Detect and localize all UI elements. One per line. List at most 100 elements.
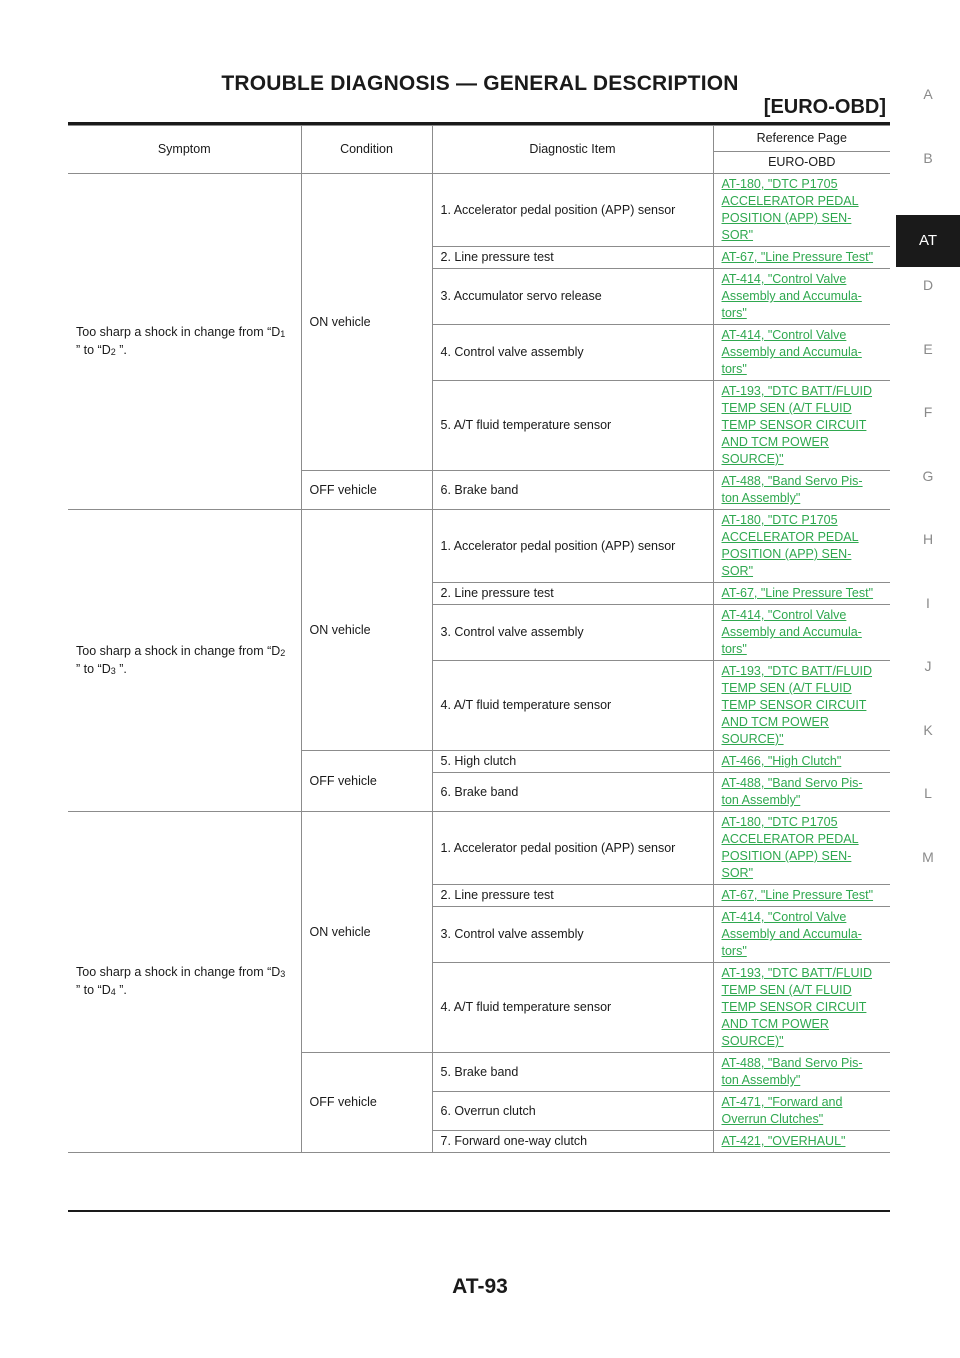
reference-cell: AT-466, "High Clutch" (712, 750, 890, 773)
condition-cell: ON vehicle (300, 173, 433, 471)
reference-link[interactable]: AT-193, "DTC BATT/FLUID (721, 966, 873, 980)
gear-position-number: 3 (110, 665, 116, 676)
reference-link[interactable]: AT-421, "OVERHAUL" (721, 1134, 846, 1148)
reference-link[interactable]: AT-193, "DTC BATT/FLUID (721, 384, 873, 398)
symptom-text: ”. (115, 342, 127, 357)
reference-link[interactable]: ACCELERATOR PEDAL (721, 530, 859, 544)
footer-rule (68, 1210, 890, 1212)
reference-cell: AT-180, "DTC P1705 ACCELERATOR PEDAL POS… (712, 811, 890, 885)
side-tab-e[interactable]: E (923, 340, 933, 357)
gear-position-number: 4 (110, 987, 116, 997)
reference-link[interactable]: POSITION (APP) SEN- (721, 547, 852, 561)
reference-link[interactable]: AT-488, "Band Servo Pis- (721, 1056, 863, 1070)
header-rule (68, 122, 890, 125)
gear-position-number: 2 (110, 346, 116, 357)
reference-link[interactable]: AT-414, "Control Valve (721, 608, 847, 622)
reference-link[interactable]: tors" (721, 944, 747, 958)
reference-link[interactable]: tors" (721, 362, 747, 376)
symptom-text: ”. (115, 983, 127, 997)
page-title: TROUBLE DIAGNOSIS — GENERAL DESCRIPTION (221, 72, 739, 95)
reference-cell: AT-414, "Control Valve Assembly and Accu… (712, 268, 890, 325)
reference-link[interactable]: AT-488, "Band Servo Pis- (721, 776, 863, 790)
reference-link[interactable]: AT-180, "DTC P1705 (721, 513, 838, 527)
side-tab-d[interactable]: D (922, 277, 934, 293)
diagnostic-item-cell: 4. Control valve assembly (432, 324, 714, 381)
side-tab-a[interactable]: A (923, 86, 933, 102)
reference-link[interactable]: Assembly and Accumula- (721, 927, 862, 941)
reference-link[interactable]: AT-67, "Line Pressure Test" (721, 888, 874, 902)
reference-cell: AT-67, "Line Pressure Test" (712, 884, 890, 907)
reference-link[interactable]: Assembly and Accumula- (721, 345, 862, 359)
side-tab-j[interactable]: J (924, 658, 932, 674)
table-row: 6. Overrun clutch AT-471, "Forward and Ov… (68, 1091, 890, 1131)
reference-link[interactable]: AT-180, "DTC P1705 (721, 815, 838, 829)
side-tab-at[interactable]: AT (896, 215, 960, 267)
reference-link[interactable]: Overrun Clutches" (721, 1112, 824, 1126)
reference-link[interactable]: SOURCE)" (721, 732, 784, 746)
side-tab-m[interactable]: M (922, 848, 934, 865)
reference-link[interactable]: ton Assembly" (721, 491, 801, 505)
reference-link[interactable]: AT-193, "DTC BATT/FLUID (721, 664, 873, 678)
reference-link[interactable]: POSITION (APP) SEN- (721, 211, 852, 225)
reference-link[interactable]: SOR" (721, 228, 754, 242)
section-label: [EURO-OBD] (763, 96, 886, 118)
reference-link[interactable]: AT-414, "Control Valve (721, 272, 847, 286)
symptom-text: ”. (115, 661, 127, 676)
table-row: 3. Accumulator servo release AT-414, "Con… (68, 268, 890, 325)
table-row: 3. Control valve assembly AT-414, "Contro… (68, 604, 890, 661)
reference-link[interactable]: AT-488, "Band Servo Pis- (721, 474, 863, 488)
reference-link[interactable]: TEMP SEN (A/T FLUID (721, 681, 852, 695)
reference-link[interactable]: TEMP SEN (A/T FLUID (721, 983, 852, 997)
reference-link[interactable]: ACCELERATOR PEDAL (721, 194, 859, 208)
reference-link[interactable]: AND TCM POWER (721, 435, 829, 449)
reference-link[interactable]: AT-180, "DTC P1705 (721, 177, 838, 191)
reference-link[interactable]: Assembly and Accumula- (721, 289, 862, 303)
side-tab-h[interactable]: H (922, 531, 934, 547)
side-tab-i[interactable]: I (926, 594, 930, 611)
reference-link[interactable]: AT-414, "Control Valve (721, 328, 847, 342)
reference-link[interactable]: AT-466, "High Clutch" (721, 754, 842, 768)
diagnostic-item-cell: 2. Line pressure test (432, 246, 714, 269)
condition-cell: OFF vehicle (301, 750, 433, 812)
reference-link[interactable]: AT-414, "Control Valve (721, 910, 847, 924)
gear-position-number: 1 (280, 328, 286, 339)
reference-link[interactable]: SOR" (721, 866, 754, 880)
table-row: 2. Line pressure test AT-67, "Line Pressu… (68, 582, 890, 605)
diagnostic-item-cell: 3. Control valve assembly (432, 604, 714, 661)
side-tab-b[interactable]: B (923, 149, 933, 166)
reference-link[interactable]: AT-471, "Forward and (721, 1095, 843, 1109)
reference-link[interactable]: SOURCE)" (721, 1034, 784, 1048)
reference-link[interactable]: Assembly and Accumula- (721, 625, 862, 639)
diagnostic-item-cell: 3. Control valve assembly (432, 906, 714, 963)
table-row: 2. Line pressure test AT-67, "Line Pressu… (68, 884, 890, 907)
reference-link[interactable]: TEMP SENSOR CIRCUIT (721, 698, 867, 712)
reference-link[interactable]: SOR" (721, 564, 754, 578)
reference-link[interactable]: TEMP SENSOR CIRCUIT (721, 418, 867, 432)
reference-cell: AT-67, "Line Pressure Test" (712, 582, 890, 605)
reference-link[interactable]: ton Assembly" (721, 1073, 801, 1087)
reference-link[interactable]: ton Assembly" (721, 793, 801, 807)
reference-cell: AT-180, "DTC P1705 ACCELERATOR PEDAL POS… (712, 509, 890, 583)
symptom-text: Too sharp a shock in change from “D (76, 965, 281, 979)
reference-link[interactable]: tors" (721, 306, 747, 320)
reference-link[interactable]: AT-67, "Line Pressure Test" (721, 586, 874, 600)
table-row: 4. A/T fluid temperature sensor AT-193, "… (68, 660, 890, 751)
reference-cell: AT-414, "Control Valve Assembly and Accu… (712, 604, 890, 661)
gear-position-number: 3 (280, 969, 286, 979)
reference-link[interactable]: POSITION (APP) SEN- (721, 849, 852, 863)
reference-link[interactable]: SOURCE)" (721, 452, 784, 466)
reference-link[interactable]: AT-67, "Line Pressure Test" (721, 250, 874, 264)
reference-link[interactable]: AND TCM POWER (721, 1017, 829, 1031)
reference-link[interactable]: tors" (721, 642, 747, 656)
side-tab-l[interactable]: L (924, 785, 932, 801)
reference-cell: AT-67, "Line Pressure Test" (712, 246, 890, 269)
reference-link[interactable]: AND TCM POWER (721, 715, 829, 729)
reference-link[interactable]: ACCELERATOR PEDAL (721, 832, 859, 846)
diagnostic-item-cell: 5. High clutch (431, 750, 714, 773)
side-tab-f[interactable]: F (923, 404, 933, 420)
side-tab-g[interactable]: G (922, 467, 934, 484)
header-euro-obd: EURO-OBD (713, 151, 890, 174)
reference-link[interactable]: TEMP SEN (A/T FLUID (721, 401, 852, 415)
reference-link[interactable]: TEMP SENSOR CIRCUIT (721, 1000, 867, 1014)
side-tab-k[interactable]: K (923, 721, 933, 738)
